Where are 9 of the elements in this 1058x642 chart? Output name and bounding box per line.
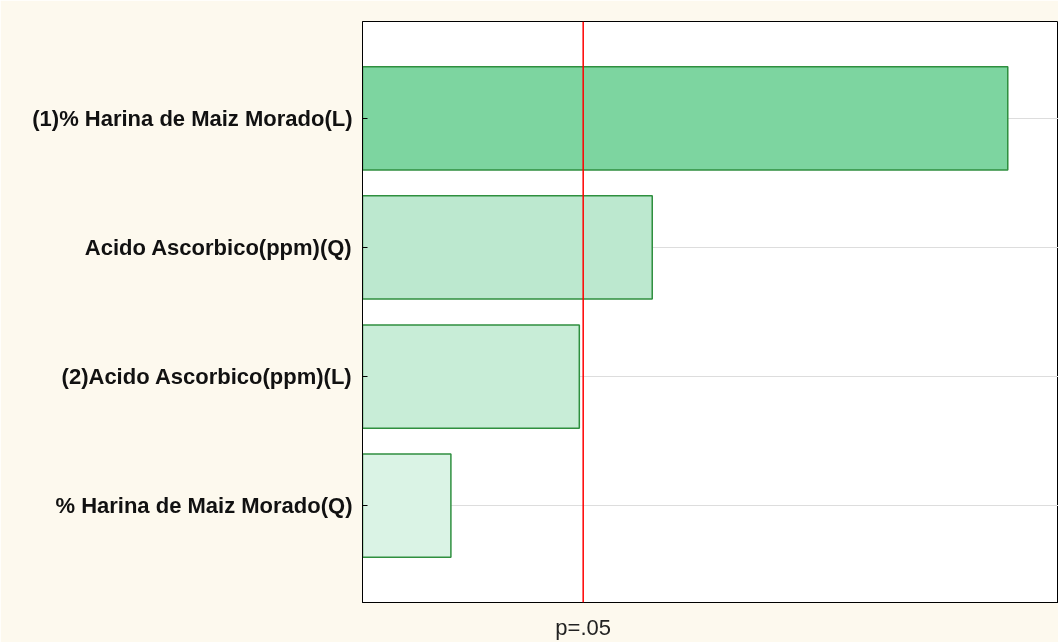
y-tick-label: Acido Ascorbico(ppm)(Q) [84,234,352,260]
y-tick-label: % Harina de Maiz Morado(Q) [55,493,353,519]
bar [362,453,452,559]
y-tick-label: (1)% Harina de Maiz Morado(L) [32,105,353,131]
bar [362,65,1009,171]
y-tick-label: (2)Acido Ascorbico(ppm)(L) [61,364,352,390]
bar [362,324,581,429]
ref-line-label: p=.05 [555,614,612,640]
bar [362,195,653,300]
